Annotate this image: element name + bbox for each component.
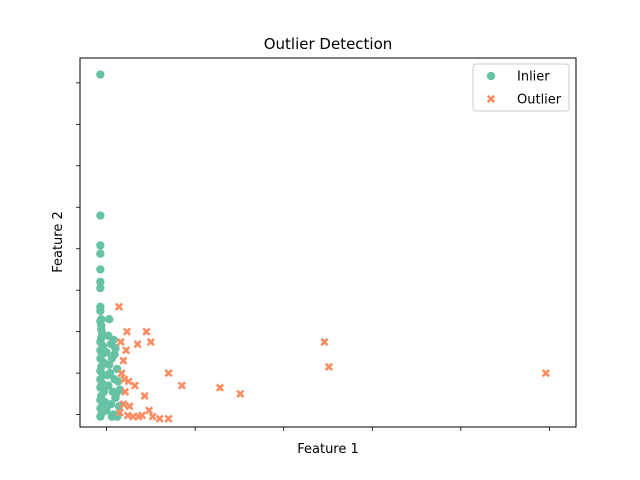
outlier-point: [119, 356, 128, 365]
outlier-point: [117, 368, 126, 378]
outlier-point: [140, 391, 149, 401]
x-axis-label: Feature 1: [297, 442, 359, 457]
outlier-point: [120, 375, 129, 384]
inlier-point: [113, 377, 123, 386]
outlier-point: [541, 368, 551, 378]
inlier-point: [102, 406, 111, 415]
outlier-point: [144, 406, 154, 415]
outlier-point: [121, 387, 130, 396]
outlier-point: [119, 400, 128, 409]
inlier-point: [96, 265, 105, 274]
plot-frame: [79, 57, 577, 428]
legend-marker-inlier: [486, 71, 496, 81]
inlier-point: [105, 360, 114, 370]
legend-marker-outlier: [486, 94, 496, 104]
inlier-point: [102, 348, 111, 357]
inlier-point: [96, 283, 105, 293]
outlier-point: [164, 414, 173, 423]
outlier-point: [148, 412, 157, 421]
outlier-point: [142, 327, 151, 336]
inlier-point: [105, 315, 114, 324]
inlier-point: [96, 211, 105, 220]
outlier-point: [320, 337, 329, 347]
outlier-point: [116, 337, 125, 347]
inlier-point: [114, 402, 124, 411]
plot-area: [96, 70, 551, 423]
legend: Inlier Outlier: [472, 63, 570, 112]
outlier-point: [155, 414, 164, 423]
inlier-point: [115, 385, 125, 394]
inlier-point: [96, 277, 105, 287]
outlier-point: [121, 346, 131, 355]
outlier-point: [133, 339, 142, 349]
outlier-point: [137, 411, 147, 420]
outlier-point: [146, 337, 155, 347]
inlier-point: [109, 335, 118, 345]
outlier-point: [122, 327, 132, 336]
inlier-point: [110, 350, 119, 359]
inlier-point: [96, 412, 105, 421]
outlier-point: [125, 402, 134, 411]
legend-label-inlier: Inlier: [517, 70, 550, 85]
outlier-point: [123, 411, 132, 420]
outlier-point: [324, 362, 334, 372]
inlier-point: [111, 344, 120, 353]
axis-ticks: [76, 82, 550, 431]
legend-label-outlier: Outlier: [517, 93, 562, 108]
outlier-point: [215, 383, 225, 392]
outlier-point: [177, 381, 186, 390]
inlier-point: [103, 370, 112, 380]
inlier-point: [96, 70, 105, 79]
outlier-point: [130, 381, 140, 390]
legend-frame: [472, 63, 570, 112]
outlier-point: [115, 408, 124, 417]
inlier-point: [100, 397, 110, 407]
y-axis-label: Feature 2: [51, 211, 66, 273]
outlier-point: [164, 368, 173, 378]
inlier-point: [96, 249, 105, 258]
inlier-point: [104, 381, 113, 390]
series-inlier: [96, 70, 125, 421]
chart-title: Outlier Detection: [264, 35, 393, 53]
outlier-point: [124, 377, 133, 386]
inlier-point: [107, 412, 117, 421]
inlier-point: [96, 306, 105, 316]
inlier-point: [96, 241, 105, 250]
outlier-point: [236, 389, 245, 398]
outlier-point: [114, 302, 124, 311]
series-outlier: [114, 302, 551, 423]
